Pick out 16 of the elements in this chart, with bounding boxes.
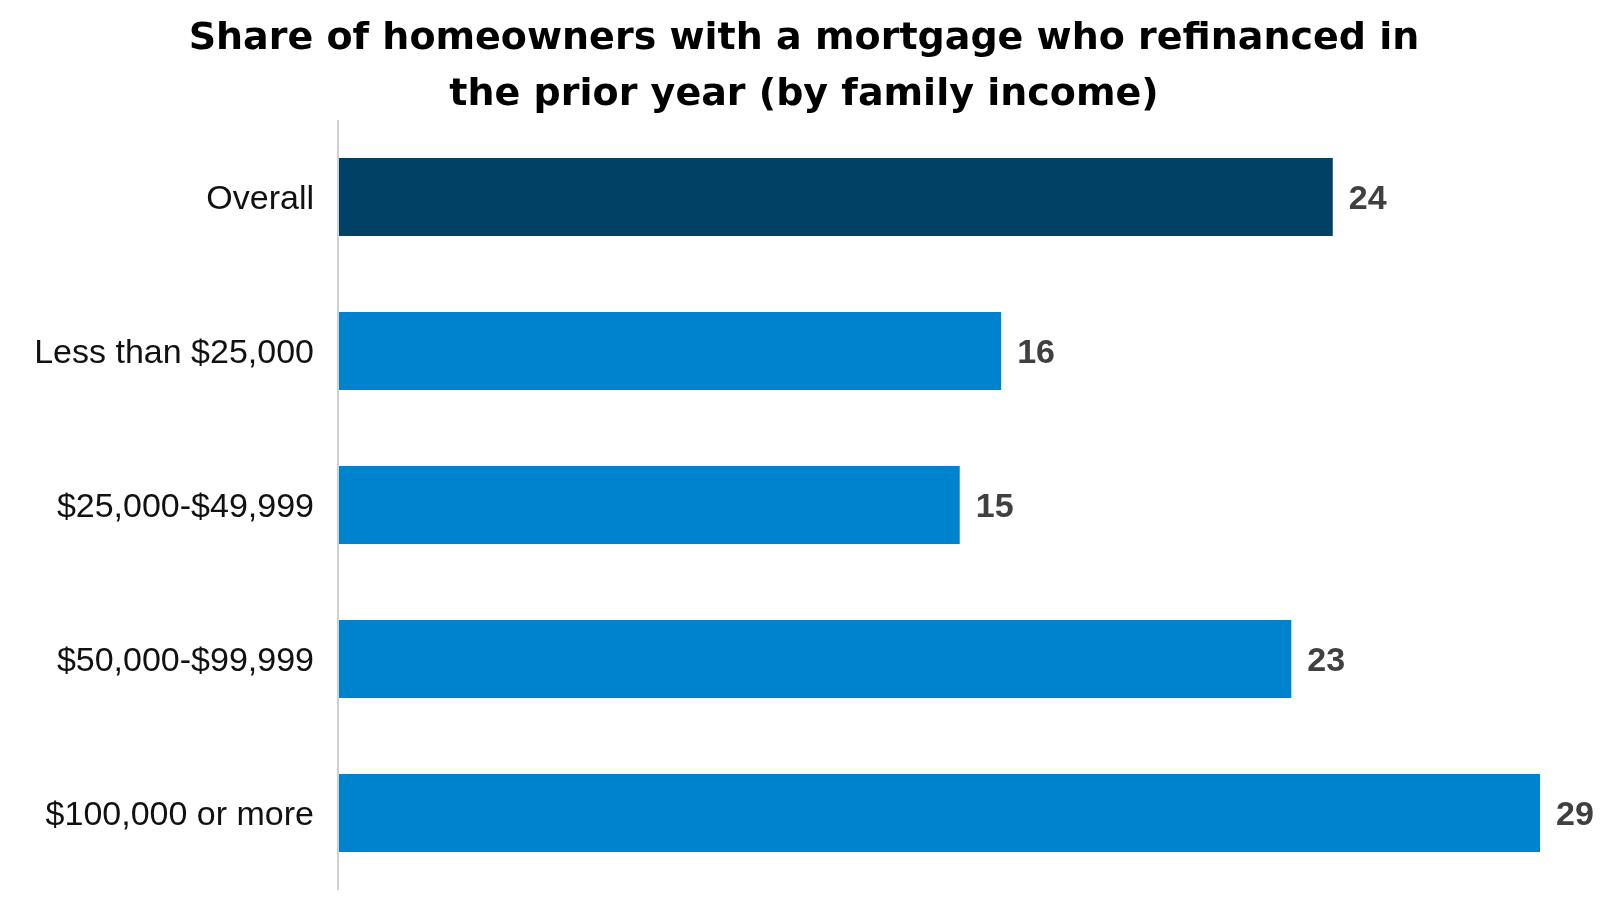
bar — [338, 158, 1333, 236]
chart-title: Share of homeowners with a mortgage who refinanced in the prior year (by family income) — [187, 13, 1421, 116]
y-tick-label: $50,000-$99,999 — [56, 640, 314, 679]
bar — [338, 620, 1292, 698]
data-label: 23 — [1307, 640, 1346, 679]
y-tick-label: $25,000-$49,999 — [56, 486, 314, 525]
y-tick-label: Less than $25,000 — [34, 332, 314, 371]
data-label: 15 — [975, 486, 1014, 525]
bar — [338, 774, 1540, 852]
bar — [338, 312, 1002, 390]
bar — [338, 466, 960, 544]
y-tick-label: Overall — [206, 178, 314, 217]
data-label: 16 — [1017, 332, 1055, 371]
data-label: 24 — [1348, 178, 1387, 217]
data-label: 29 — [1556, 794, 1594, 833]
y-tick-label: $100,000 or more — [45, 794, 314, 833]
